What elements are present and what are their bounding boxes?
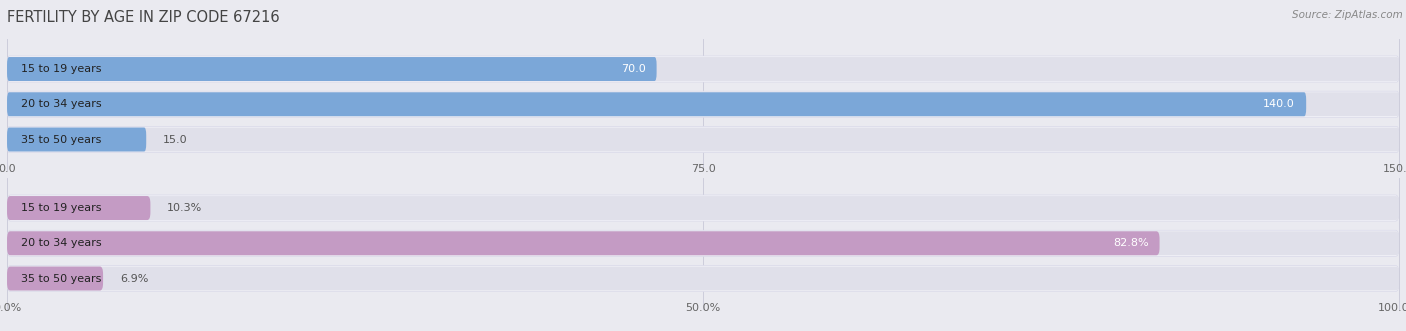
Text: 6.9%: 6.9% [120,273,148,284]
Text: Source: ZipAtlas.com: Source: ZipAtlas.com [1292,10,1403,20]
FancyBboxPatch shape [7,266,103,291]
FancyBboxPatch shape [7,231,1399,255]
Text: 10.3%: 10.3% [167,203,202,213]
FancyBboxPatch shape [7,231,1160,255]
Text: 20 to 34 years: 20 to 34 years [21,238,101,248]
FancyBboxPatch shape [7,230,1399,256]
FancyBboxPatch shape [7,56,1399,82]
FancyBboxPatch shape [7,266,1399,291]
Text: 35 to 50 years: 35 to 50 years [21,134,101,145]
Text: 15 to 19 years: 15 to 19 years [21,64,101,74]
FancyBboxPatch shape [7,196,150,220]
Text: FERTILITY BY AGE IN ZIP CODE 67216: FERTILITY BY AGE IN ZIP CODE 67216 [7,10,280,25]
FancyBboxPatch shape [7,265,1399,292]
FancyBboxPatch shape [7,127,146,152]
Text: 70.0: 70.0 [620,64,645,74]
Text: 82.8%: 82.8% [1112,238,1149,248]
Text: 35 to 50 years: 35 to 50 years [21,273,101,284]
FancyBboxPatch shape [7,91,1399,117]
Text: 15 to 19 years: 15 to 19 years [21,203,101,213]
FancyBboxPatch shape [7,196,1399,220]
FancyBboxPatch shape [7,92,1306,116]
Text: 140.0: 140.0 [1263,99,1295,109]
Text: 20 to 34 years: 20 to 34 years [21,99,101,109]
FancyBboxPatch shape [7,126,1399,153]
FancyBboxPatch shape [7,57,657,81]
FancyBboxPatch shape [7,195,1399,221]
FancyBboxPatch shape [7,57,1399,81]
Text: 15.0: 15.0 [163,134,187,145]
FancyBboxPatch shape [7,92,1399,116]
FancyBboxPatch shape [7,127,1399,152]
